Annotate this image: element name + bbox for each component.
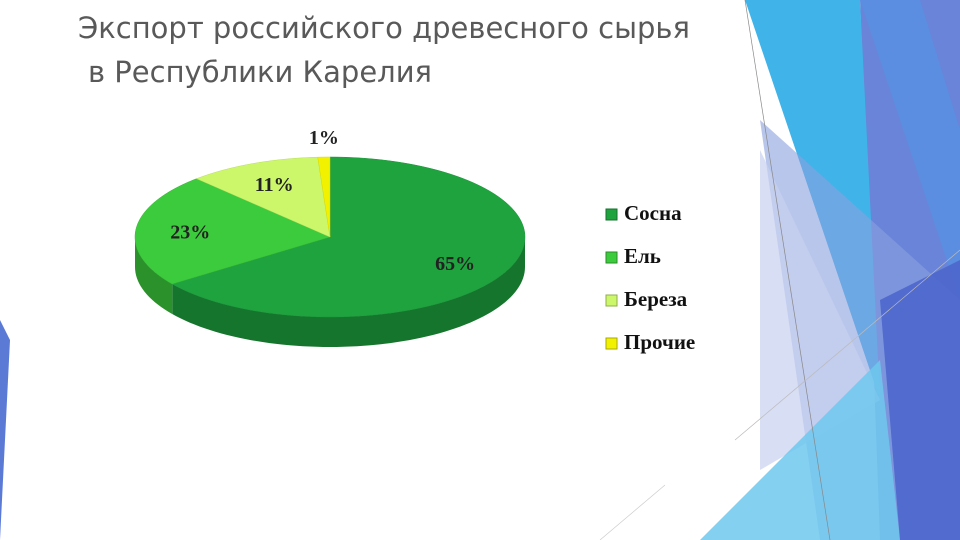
legend-swatch — [605, 337, 618, 350]
slice — [195, 156, 331, 238]
pie: 65% 23% 11% 1% — [134, 127, 526, 347]
value-label: 11% — [255, 174, 294, 196]
slice-side — [135, 237, 173, 315]
legend-label: Прочие — [624, 330, 695, 354]
legend-swatch — [605, 294, 618, 307]
legend: Сосна Ель Береза Прочие — [605, 201, 695, 354]
slice-side — [172, 237, 525, 347]
title-line: Экспорт российского древесного сырья — [78, 11, 690, 45]
value-label: 23% — [170, 222, 210, 244]
legend-label: Береза — [624, 287, 688, 311]
slice — [317, 156, 331, 238]
value-label: 65% — [435, 253, 475, 275]
title-line: в Республики Карелия — [88, 55, 432, 89]
legend-swatch — [605, 208, 618, 221]
slice — [171, 156, 526, 318]
legend-swatch — [605, 251, 618, 264]
legend-label: Сосна — [624, 201, 682, 225]
legend-label: Ель — [624, 244, 661, 268]
value-label: 1% — [309, 127, 339, 149]
slice — [134, 178, 331, 285]
